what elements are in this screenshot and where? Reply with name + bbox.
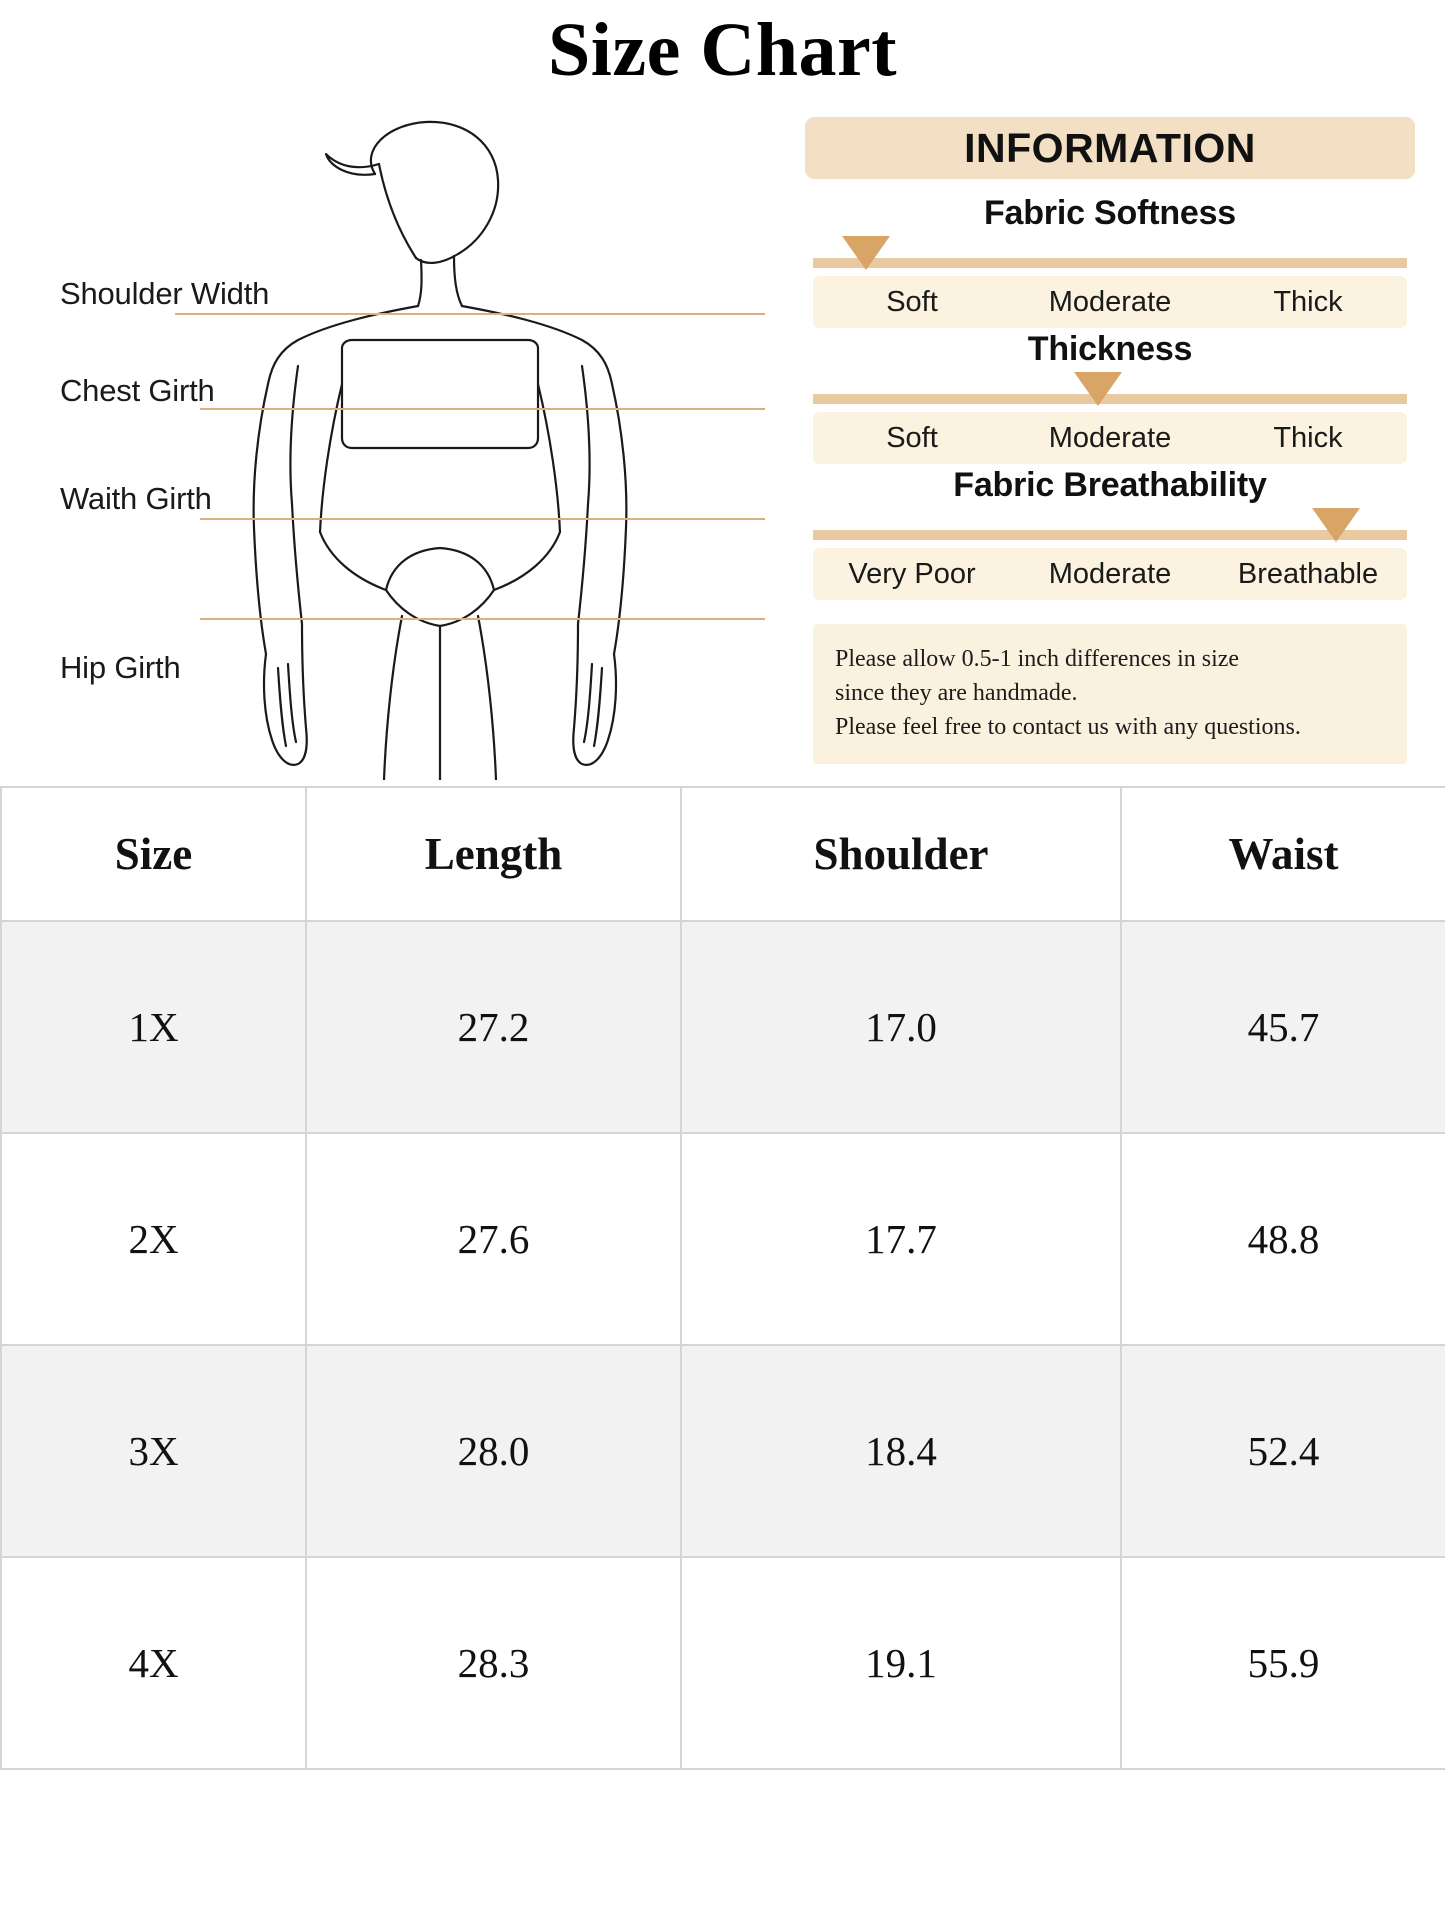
fabric-softness-title: Fabric Softness: [983, 194, 1237, 232]
thickness-scale-mid: Moderate: [1048, 421, 1172, 454]
table-row: 1X 27.2 17.0 45.7: [0, 920, 1445, 1134]
cell-length: 27.2: [305, 920, 682, 1134]
cell-shoulder: 19.1: [680, 1556, 1122, 1770]
fabric-breathability-scale: Very Poor Moderate Breathable: [813, 548, 1407, 600]
table-body: 1X 27.2 17.0 45.7 2X 27.6 17.7 48.8 3X 2…: [0, 920, 1445, 1770]
thickness-marker-icon: [1074, 372, 1123, 406]
thickness-title: Thickness: [1027, 330, 1193, 368]
cell-size: 4X: [0, 1556, 307, 1770]
cell-waist: 45.7: [1120, 920, 1445, 1134]
cell-waist: 52.4: [1120, 1344, 1445, 1558]
body-figure-pane: Shoulder Width Chest Girth Waith Girth H…: [30, 108, 790, 780]
waist-girth-label: Waith Girth: [60, 481, 212, 516]
chest-girth-label: Chest Girth: [60, 373, 215, 408]
fabric-breathability-track: [813, 530, 1407, 540]
fabric-breathability-scale-mid: Moderate: [1048, 557, 1172, 590]
cell-size: 3X: [0, 1344, 307, 1558]
fabric-softness-marker-icon: [842, 236, 891, 270]
cell-length: 28.3: [305, 1556, 682, 1770]
fabric-softness-scale-high: Thick: [1273, 285, 1343, 318]
shoulder-width-label: Shoulder Width: [60, 276, 270, 311]
table-row: 4X 28.3 19.1 55.9: [0, 1556, 1445, 1770]
cell-length: 28.0: [305, 1344, 682, 1558]
fabric-breathability-marker-icon: [1311, 508, 1360, 542]
size-table: Size Length Shoulder Waist 1X 27.2 17.0 …: [0, 786, 1445, 1770]
thickness-scale: Soft Moderate Thick: [813, 412, 1407, 464]
thickness-scale-low: Soft: [886, 421, 938, 454]
female-body-illustration: [252, 120, 628, 780]
cell-shoulder: 18.4: [680, 1344, 1122, 1558]
chest-girth-line: [200, 408, 765, 410]
fabric-softness-scale-low: Soft: [886, 285, 938, 318]
fabric-breathability-scale-high: Breathable: [1237, 557, 1379, 590]
fabric-softness-scale: Soft Moderate Thick: [813, 276, 1407, 328]
fabric-breathability-title: Fabric Breathability: [953, 466, 1267, 504]
cell-length: 27.6: [305, 1132, 682, 1346]
shoulder-width-line: [175, 313, 765, 315]
cell-size: 2X: [0, 1132, 307, 1346]
disclaimer-note-line-2: since they are handmade.: [835, 680, 1078, 707]
information-header-label: INFORMATION: [964, 124, 1256, 171]
information-header: INFORMATION: [805, 117, 1415, 179]
table-row: 3X 28.0 18.4 52.4: [0, 1344, 1445, 1558]
page-title: Size Chart: [547, 8, 898, 92]
hip-girth-label: Hip Girth: [60, 650, 181, 685]
information-panel: INFORMATION Fabric Softness Soft Moderat…: [805, 108, 1415, 780]
cell-size: 1X: [0, 920, 307, 1134]
column-header-size: Size: [0, 786, 307, 922]
cell-shoulder: 17.7: [680, 1132, 1122, 1346]
upper-section: Shoulder Width Chest Girth Waith Girth H…: [0, 108, 1445, 780]
column-header-shoulder: Shoulder: [680, 786, 1122, 922]
fabric-softness-scale-mid: Moderate: [1048, 285, 1172, 318]
disclaimer-note-line-1: Please allow 0.5-1 inch differences in s…: [835, 646, 1240, 672]
column-header-length: Length: [305, 786, 682, 922]
waist-girth-line: [200, 518, 765, 520]
cell-shoulder: 17.0: [680, 920, 1122, 1134]
cell-waist: 55.9: [1120, 1556, 1445, 1770]
disclaimer-note-line-3: Please feel free to contact us with any …: [835, 714, 1301, 741]
hip-girth-line: [200, 618, 765, 620]
cell-waist: 48.8: [1120, 1132, 1445, 1346]
thickness-scale-high: Thick: [1273, 421, 1343, 454]
fabric-softness-track: [813, 258, 1407, 268]
table-row: 2X 27.6 17.7 48.8: [0, 1132, 1445, 1346]
column-header-waist: Waist: [1120, 786, 1445, 922]
table-header-row: Size Length Shoulder Waist: [0, 786, 1445, 922]
fabric-breathability-scale-low: Very Poor: [848, 557, 976, 590]
disclaimer-note: Please allow 0.5-1 inch differences in s…: [813, 624, 1407, 764]
